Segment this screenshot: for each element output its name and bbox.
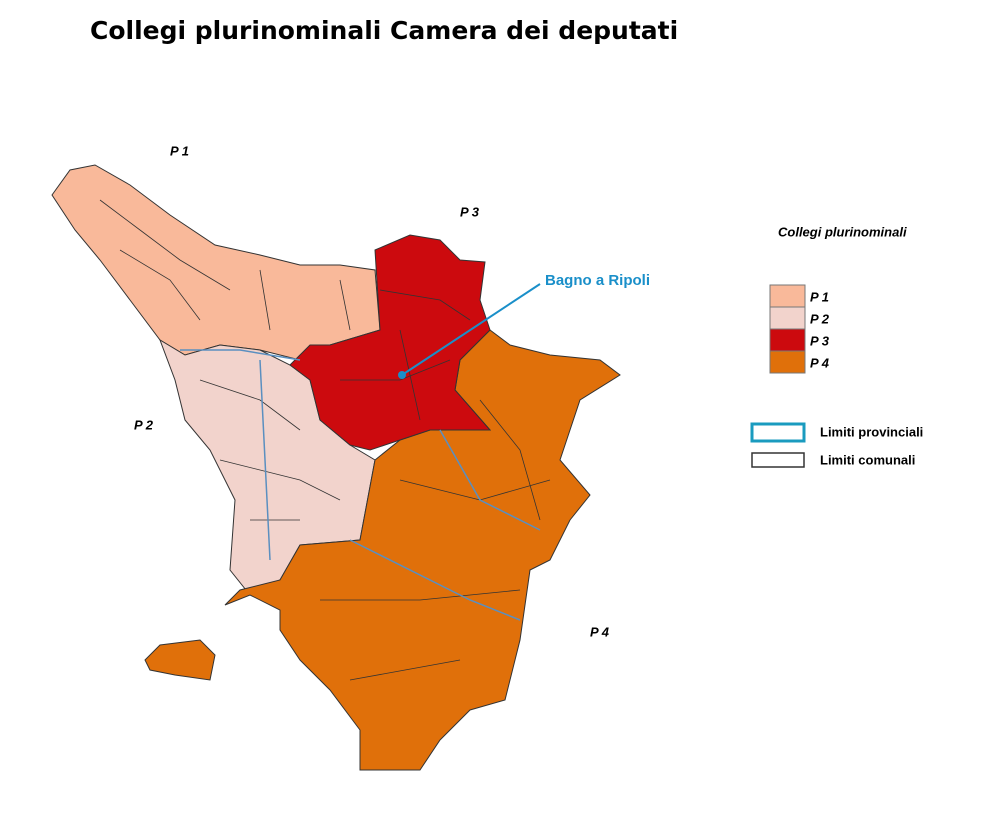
region-label: P 4 [590,624,610,639]
province-lines [180,349,541,621]
region [289,234,492,451]
region-label: P 2 [134,417,154,432]
legend-label: P 3 [810,333,830,348]
legend-swatch [769,350,806,374]
region [144,639,216,681]
annotation: Bagno a Ripoli [545,272,650,289]
region-label: P 3 [460,204,480,219]
map: P 1 P 2 P 3 P 4 Bagno a Ripoli [51,143,650,771]
legend-title: Collegi plurinominali [778,224,907,239]
legend-label: Limiti comunali [820,452,915,467]
annotation-line [401,283,541,376]
legend-label: P 4 [810,355,830,370]
legend-municipal [751,452,805,468]
legend-label: P 1 [810,289,829,304]
legend-label: Limiti provinciali [820,424,923,439]
legend-province [750,422,806,443]
legend: Collegi plurinominali P 1 P 2 P 3 P 4 Li… [750,224,923,468]
title: Collegi plurinominali Camera dei deputat… [90,16,678,45]
legend-swatch [769,284,806,308]
region [51,164,381,361]
region-label: P 1 [170,143,189,158]
region [224,329,621,771]
legend-label: P 2 [810,311,830,326]
legend-swatch [769,306,806,330]
legend-swatch [769,328,806,352]
annotation-dot [398,371,406,379]
